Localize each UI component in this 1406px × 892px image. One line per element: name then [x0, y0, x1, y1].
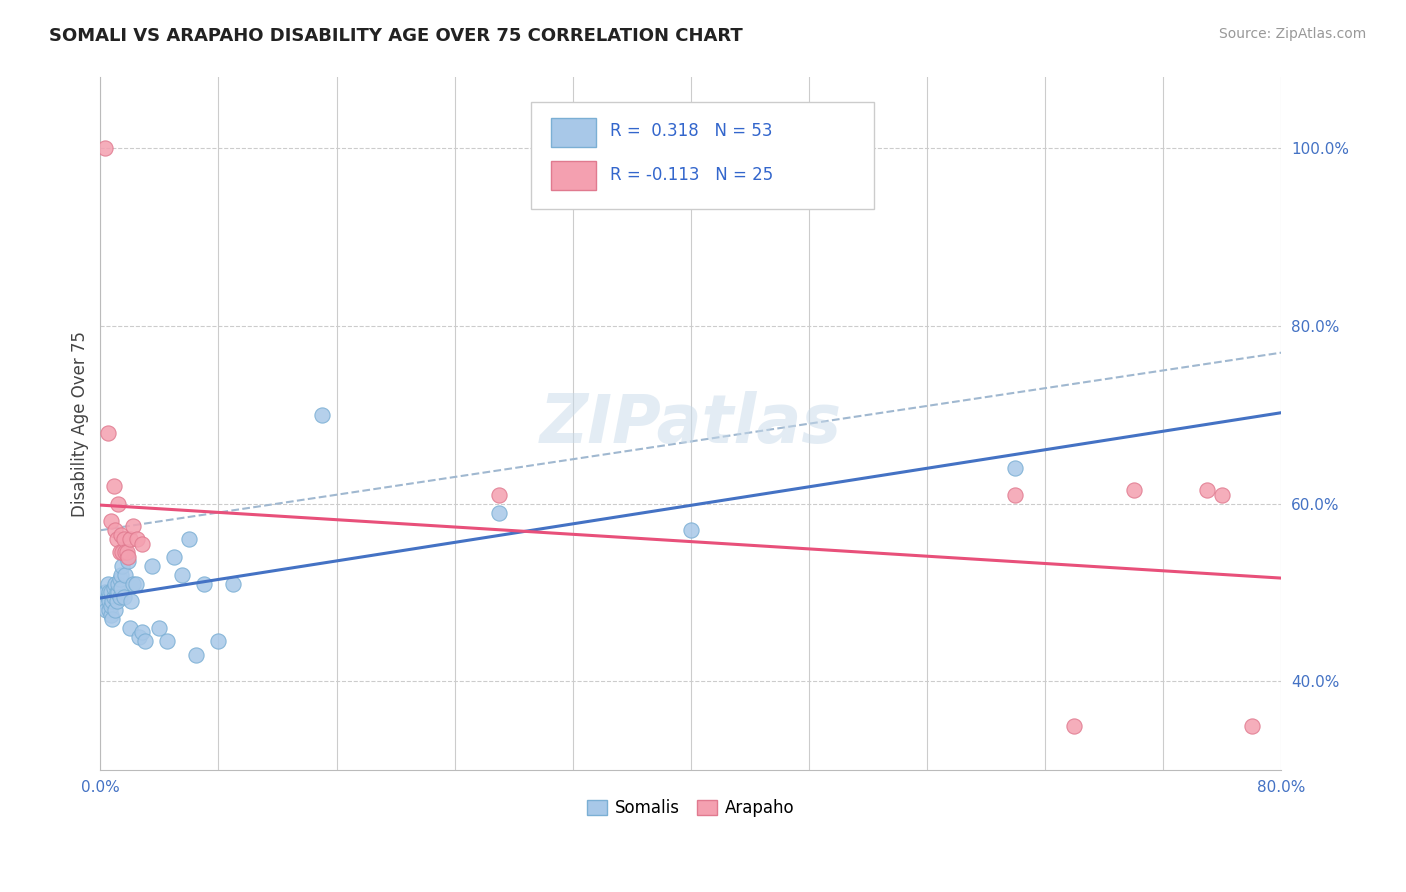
- Point: [131, 536, 153, 550]
- Point: [114, 545, 136, 559]
- Point: [177, 532, 200, 546]
- Point: [141, 558, 163, 573]
- Point: [105, 532, 128, 546]
- Point: [100, 515, 122, 529]
- Point: [103, 479, 125, 493]
- Text: SOMALI VS ARAPAHO DISABILITY AGE OVER 75 CORRELATION CHART: SOMALI VS ARAPAHO DISABILITY AGE OVER 75…: [49, 27, 742, 45]
- Point: [107, 585, 129, 599]
- Point: [311, 408, 333, 422]
- Point: [97, 425, 120, 440]
- Point: [110, 567, 132, 582]
- Legend: Somalis, Arapaho: Somalis, Arapaho: [581, 793, 801, 824]
- Point: [148, 621, 170, 635]
- Point: [112, 545, 135, 559]
- Point: [108, 545, 131, 559]
- Point: [110, 581, 132, 595]
- Point: [1197, 483, 1219, 498]
- Point: [107, 576, 129, 591]
- Point: [128, 630, 150, 644]
- Point: [127, 532, 149, 546]
- Point: [1122, 483, 1144, 498]
- Point: [97, 576, 120, 591]
- Point: [103, 581, 125, 595]
- Point: [163, 549, 186, 564]
- FancyBboxPatch shape: [551, 161, 596, 190]
- FancyBboxPatch shape: [531, 102, 873, 209]
- Point: [117, 549, 139, 564]
- Point: [120, 594, 142, 608]
- Point: [104, 603, 127, 617]
- Point: [118, 621, 141, 635]
- Point: [134, 634, 156, 648]
- Point: [101, 612, 124, 626]
- Point: [115, 545, 138, 559]
- Text: R = -0.113   N = 25: R = -0.113 N = 25: [610, 166, 773, 184]
- Point: [110, 527, 132, 541]
- Point: [222, 576, 245, 591]
- Point: [108, 572, 131, 586]
- Y-axis label: Disability Age Over 75: Disability Age Over 75: [72, 331, 89, 516]
- Point: [207, 634, 229, 648]
- Point: [100, 599, 122, 613]
- Point: [94, 141, 117, 155]
- Point: [112, 532, 135, 546]
- Point: [96, 585, 118, 599]
- Point: [104, 576, 127, 591]
- Point: [100, 607, 122, 622]
- Point: [105, 585, 128, 599]
- Point: [107, 497, 129, 511]
- Point: [1063, 718, 1085, 732]
- Point: [94, 585, 117, 599]
- Point: [488, 488, 510, 502]
- Point: [100, 585, 122, 599]
- Point: [103, 590, 125, 604]
- Point: [1004, 488, 1026, 502]
- Point: [488, 506, 510, 520]
- Point: [101, 594, 124, 608]
- Point: [98, 585, 121, 599]
- FancyBboxPatch shape: [551, 118, 596, 146]
- Point: [679, 523, 702, 537]
- Point: [1004, 461, 1026, 475]
- Point: [111, 558, 134, 573]
- Point: [121, 518, 143, 533]
- Point: [98, 594, 121, 608]
- Point: [118, 532, 141, 546]
- Text: Source: ZipAtlas.com: Source: ZipAtlas.com: [1219, 27, 1367, 41]
- Point: [114, 567, 136, 582]
- Point: [98, 603, 121, 617]
- Point: [1240, 718, 1263, 732]
- Point: [186, 648, 208, 662]
- Point: [193, 576, 215, 591]
- Point: [117, 554, 139, 568]
- Point: [170, 567, 193, 582]
- Point: [121, 576, 143, 591]
- Point: [97, 590, 120, 604]
- Point: [96, 603, 118, 617]
- Point: [111, 545, 134, 559]
- Point: [1211, 488, 1233, 502]
- Point: [125, 576, 148, 591]
- Point: [105, 594, 128, 608]
- Text: R =  0.318   N = 53: R = 0.318 N = 53: [610, 122, 773, 140]
- Point: [104, 523, 127, 537]
- Point: [108, 590, 131, 604]
- Point: [156, 634, 179, 648]
- Point: [131, 625, 153, 640]
- Point: [115, 549, 138, 564]
- Point: [112, 590, 135, 604]
- Text: ZIPatlas: ZIPatlas: [540, 391, 842, 457]
- Point: [91, 594, 114, 608]
